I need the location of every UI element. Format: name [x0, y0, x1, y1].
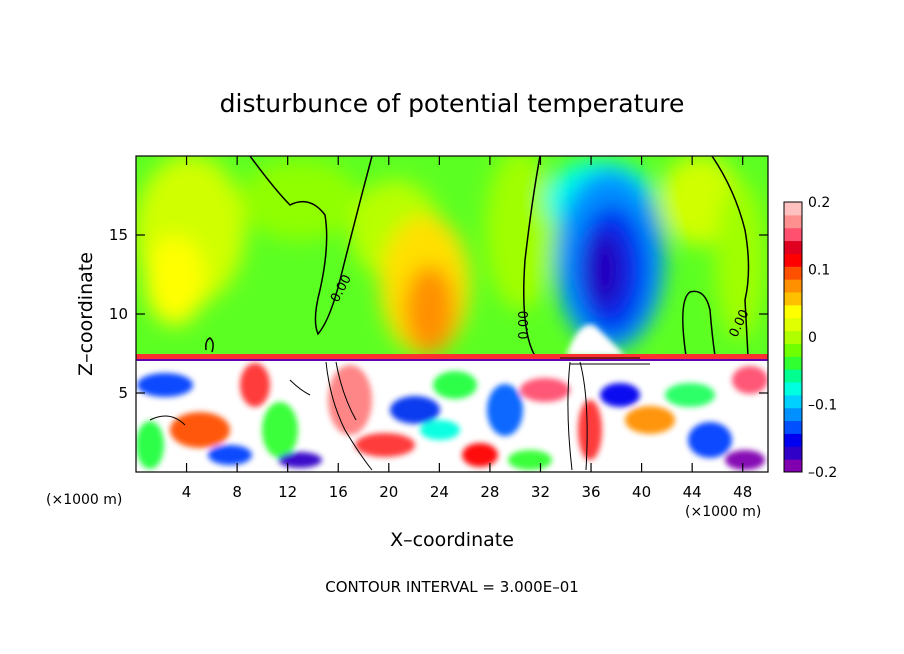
colorbar-segment: [784, 253, 802, 267]
colorbar-segment: [784, 266, 802, 280]
x-tick-label: 8: [232, 483, 242, 501]
x-unit-left: (×1000 m): [46, 492, 122, 508]
colorbar-segment: [784, 369, 802, 383]
x-axis-label: X–coordinate: [390, 529, 514, 551]
colorbar-segment: [784, 382, 802, 396]
x-tick-label: 24: [430, 483, 449, 501]
y-axis-ticks: 5 10 15: [109, 226, 768, 402]
colorbar-segment: [784, 330, 802, 344]
chart-title: disturbunce of potential temperature: [220, 89, 685, 118]
x-tick-label: 28: [480, 483, 499, 501]
colorbar-segment: [784, 420, 802, 434]
y-tick-label: 10: [109, 305, 128, 323]
x-tick-label: 4: [182, 483, 192, 501]
colorbar-segment: [784, 343, 802, 357]
y-axis-label: Z–coordinate: [75, 252, 97, 376]
contour-interval-note: CONTOUR INTERVAL = 3.000E–01: [325, 578, 579, 596]
interface-band-red: [136, 354, 768, 359]
x-tick-label: 36: [581, 483, 600, 501]
contour-label: 0.00: [517, 311, 532, 340]
colorbar-segment: [784, 394, 802, 409]
x-tick-label: 32: [531, 483, 550, 501]
colorbar-segment: [784, 214, 802, 229]
colorbar-segment: [784, 304, 802, 319]
colorbar-segment: [784, 356, 802, 370]
colorbar-frame: [783, 201, 803, 473]
colorbar-segment: [784, 317, 802, 332]
colorbar-segment: [784, 433, 802, 447]
y-tick-label: 5: [118, 384, 128, 402]
colorbar-segment: [784, 446, 802, 460]
colorbar-tick-label: 0: [808, 330, 817, 346]
colorbar-tick-label: 0.2: [808, 195, 830, 211]
colorbar-segment: [784, 292, 802, 306]
colorbar-segment: [784, 202, 802, 216]
colorbar-segment: [784, 279, 802, 293]
colorbar: 0.2 0.1 0 –0.1 –0.2: [783, 195, 837, 481]
colorbar-tick-label: –0.2: [808, 465, 837, 481]
interface-band-purple: [136, 359, 768, 361]
x-tick-label: 20: [379, 483, 398, 501]
plot-area: [136, 156, 768, 472]
x-unit-right: (×1000 m): [685, 504, 761, 520]
y-tick-label: 15: [109, 226, 128, 244]
colorbar-tick-label: –0.1: [808, 398, 837, 414]
colorbar-segment: [784, 240, 802, 254]
lower-contours: [149, 357, 650, 471]
colorbar-tick-label: 0.1: [808, 263, 830, 279]
x-axis-ticks: 4 8 12 16 20 24 28 32 36 40 44 48: [182, 156, 752, 501]
x-tick-label: 16: [329, 483, 348, 501]
upper-contours: [205, 156, 750, 357]
x-tick-label: 44: [683, 483, 702, 501]
x-tick-label: 12: [278, 483, 297, 501]
x-tick-label: 48: [733, 483, 752, 501]
colorbar-segment: [784, 227, 802, 242]
upper-layer-anomalies: [136, 156, 765, 355]
cold-bubble-cap: [566, 324, 625, 356]
colorbar-segment: [784, 459, 802, 473]
x-tick-label: 40: [632, 483, 651, 501]
colorbar-segment: [784, 407, 802, 422]
